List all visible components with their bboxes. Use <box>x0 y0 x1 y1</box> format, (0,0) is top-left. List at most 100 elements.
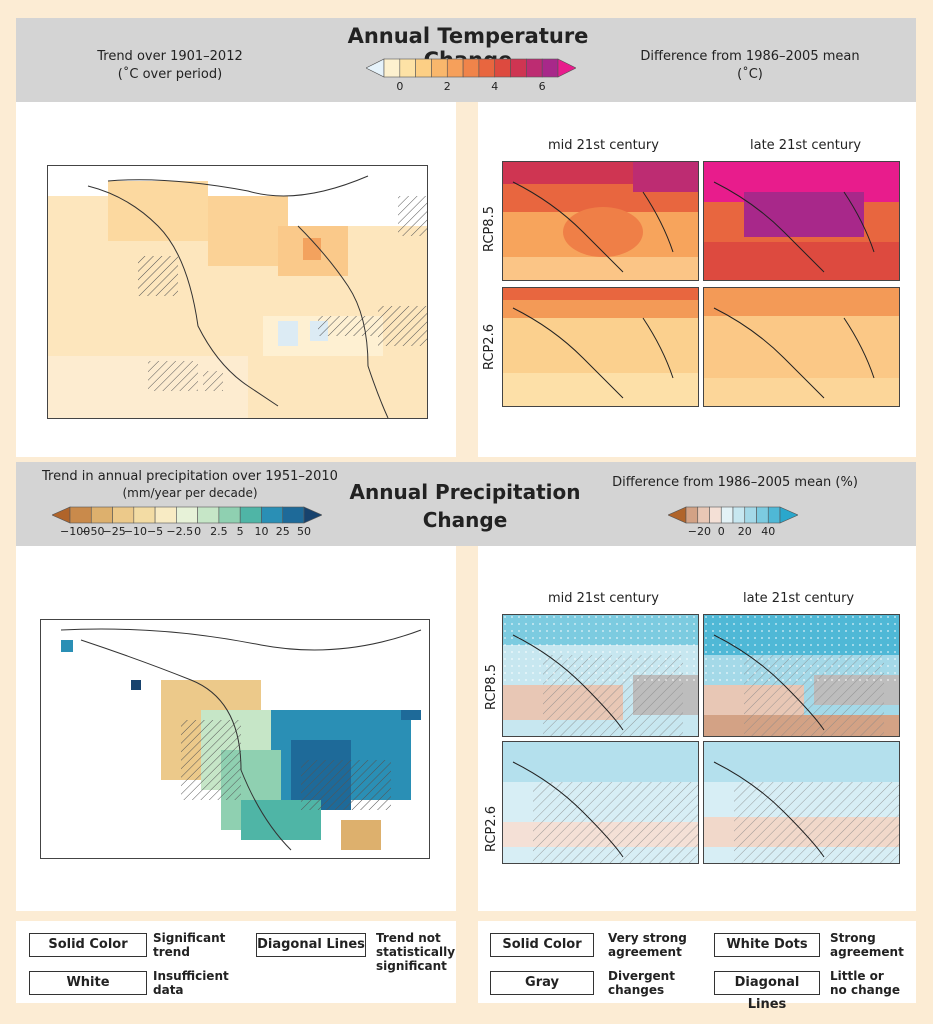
precipitation-title-line2: Change <box>422 508 508 532</box>
temperature-colorbar-swatch <box>510 58 527 78</box>
legend-desc-insufficient-data-1: Insufficient <box>153 969 229 983</box>
precipitation-difference-colorbar-low-arrow <box>668 506 687 524</box>
precipitation-difference-colorbar-swatch <box>767 506 781 524</box>
legend-key-diagonal-lines: Diagonal Lines <box>256 933 366 957</box>
legend-key-diagonal-lines-projected: Diagonal Lines <box>714 971 820 1012</box>
temperature-col-label-mid: mid 21st century <box>548 138 659 153</box>
precipitation-difference-colorbar-swatch <box>744 506 757 524</box>
temperature-colorbar-swatch <box>399 58 416 78</box>
precipitation-difference-colorbar-ticks: −20 0 20 40 <box>668 525 798 539</box>
temperature-map-rcp26-late <box>703 287 900 407</box>
legend-desc-strong-2: agreement <box>830 945 904 959</box>
temperature-map-rcp85-late <box>703 161 900 281</box>
legend-desc-not-significant-2: statistically <box>376 945 456 959</box>
precipitation-row-label-rcp26: RCP2.6 <box>484 806 499 852</box>
precipitation-difference-colorbar-tick-label: 40 <box>761 525 776 538</box>
precipitation-difference-colorbar-swatch <box>732 506 746 524</box>
temperature-colorbar-swatch <box>431 58 448 78</box>
precipitation-trend-colorbar-swatch <box>218 506 241 524</box>
legend-key-white-dots: White Dots <box>714 933 820 957</box>
precipitation-difference-colorbar-tick-label: 20 <box>737 525 752 538</box>
temperature-colorbar-high-arrow <box>557 58 576 78</box>
precipitation-difference-colorbar-swatch <box>697 506 710 524</box>
precipitation-trend-colorbar-swatch <box>69 506 92 524</box>
precipitation-difference-colorbar-tick-label: −20 <box>687 525 711 538</box>
legend-desc-divergent-2: changes <box>608 983 665 997</box>
precipitation-map-rcp85-late <box>703 614 900 737</box>
precipitation-trend-colorbar <box>52 506 322 524</box>
precipitation-left-subtitle-1: Trend in annual precipitation over 1951–… <box>42 469 338 484</box>
precipitation-right-subtitle: Difference from 1986–2005 mean (%) <box>612 475 858 490</box>
precipitation-trend-colorbar-tick-label: −25 <box>102 525 126 538</box>
precipitation-difference-colorbar-tick-label: 0 <box>717 525 725 538</box>
temperature-row-label-rcp85: RCP8.5 <box>482 206 497 252</box>
precipitation-trend-colorbar-tick-label: 10 <box>254 525 269 538</box>
temperature-colorbar-low-arrow <box>366 58 385 78</box>
precipitation-map-rcp85-mid <box>502 614 699 737</box>
precipitation-difference-colorbar-swatch <box>720 506 734 524</box>
legend-desc-insufficient-data-2: data <box>153 983 184 997</box>
precipitation-observed-map <box>40 619 430 859</box>
temperature-colorbar <box>366 58 576 78</box>
temperature-colorbar-swatch <box>526 58 543 78</box>
precipitation-trend-colorbar-swatch <box>261 506 284 524</box>
precipitation-trend-colorbar-ticks: −100 −50 −25 −10 −5 −2.5 0 2.5 5 10 25 50 <box>52 525 322 539</box>
precipitation-col-label-late: late 21st century <box>743 591 855 606</box>
temperature-left-subtitle-2: (˚C over period) <box>117 67 223 82</box>
precipitation-difference-colorbar-swatch <box>709 506 722 524</box>
precipitation-trend-colorbar-tick-label: −2.5 <box>166 525 194 538</box>
temperature-left-subtitle-1: Trend over 1901–2012 <box>97 49 243 64</box>
legend-key-solid-color-projected: Solid Color <box>490 933 594 957</box>
precipitation-left-subtitle-2: (mm/year per decade) <box>122 486 258 500</box>
precipitation-difference-colorbar-swatch <box>685 506 699 524</box>
temperature-colorbar-swatch <box>383 58 401 78</box>
precipitation-trend-colorbar-swatch <box>282 506 305 524</box>
precipitation-trend-colorbar-low-arrow <box>52 506 71 524</box>
precipitation-difference-colorbar <box>668 506 798 524</box>
precipitation-trend-colorbar-high-arrow <box>303 506 322 524</box>
precipitation-trend-colorbar-swatch <box>133 506 156 524</box>
precipitation-difference-colorbar-high-arrow <box>779 506 798 524</box>
temperature-colorbar-swatch <box>446 58 464 78</box>
temperature-col-label-late: late 21st century <box>750 138 862 153</box>
precipitation-trend-colorbar-swatch <box>239 506 262 524</box>
legend-desc-little-change-2: no change <box>830 983 900 997</box>
legend-desc-not-significant-1: Trend not <box>376 931 441 945</box>
legend-key-solid-color: Solid Color <box>29 933 147 957</box>
temperature-observed-map <box>47 165 428 419</box>
temperature-row-label-rcp26: RCP2.6 <box>482 324 497 370</box>
legend-desc-very-strong-1: Very strong <box>608 931 687 945</box>
precipitation-trend-colorbar-swatch <box>112 506 135 524</box>
precipitation-trend-colorbar-swatch <box>176 506 198 524</box>
legend-desc-significant-trend-1: Significant <box>153 931 226 945</box>
temperature-colorbar-ticks: 0 2 4 6 <box>366 80 576 94</box>
precipitation-trend-colorbar-tick-label: −50 <box>81 525 105 538</box>
temperature-colorbar-tick-label: 2 <box>443 80 451 93</box>
precipitation-trend-colorbar-tick-label: −10 <box>123 525 148 538</box>
temperature-map-rcp85-mid <box>502 161 699 281</box>
legend-desc-strong-1: Strong <box>830 931 876 945</box>
legend-key-white: White <box>29 971 147 995</box>
legend-key-gray: Gray <box>490 971 594 995</box>
precipitation-trend-colorbar-tick-label: 25 <box>275 525 290 538</box>
precipitation-trend-colorbar-tick-label: −5 <box>146 525 164 538</box>
temperature-colorbar-tick-label: 0 <box>396 80 404 93</box>
precipitation-row-label-rcp85: RCP8.5 <box>484 664 499 710</box>
precipitation-trend-colorbar-swatch <box>154 506 177 524</box>
legend-desc-divergent-1: Divergent <box>608 969 675 983</box>
temperature-colorbar-swatch <box>415 58 432 78</box>
precipitation-trend-colorbar-tick-label: 2.5 <box>210 525 228 538</box>
temperature-right-subtitle-2: (˚C) <box>737 67 763 82</box>
precipitation-trend-colorbar-swatch <box>197 506 220 524</box>
temperature-colorbar-swatch <box>478 58 496 78</box>
temperature-colorbar-swatch <box>541 58 559 78</box>
precipitation-col-label-mid: mid 21st century <box>548 591 659 606</box>
legend-desc-little-change-1: Little or <box>830 969 884 983</box>
temperature-colorbar-tick-label: 4 <box>491 80 499 93</box>
temperature-colorbar-swatch <box>494 58 511 78</box>
legend-desc-not-significant-3: significant <box>376 959 447 973</box>
precipitation-trend-colorbar-tick-label: 50 <box>297 525 311 538</box>
precipitation-header-band <box>16 462 916 546</box>
legend-desc-very-strong-2: agreement <box>608 945 682 959</box>
precipitation-map-rcp26-late <box>703 741 900 864</box>
